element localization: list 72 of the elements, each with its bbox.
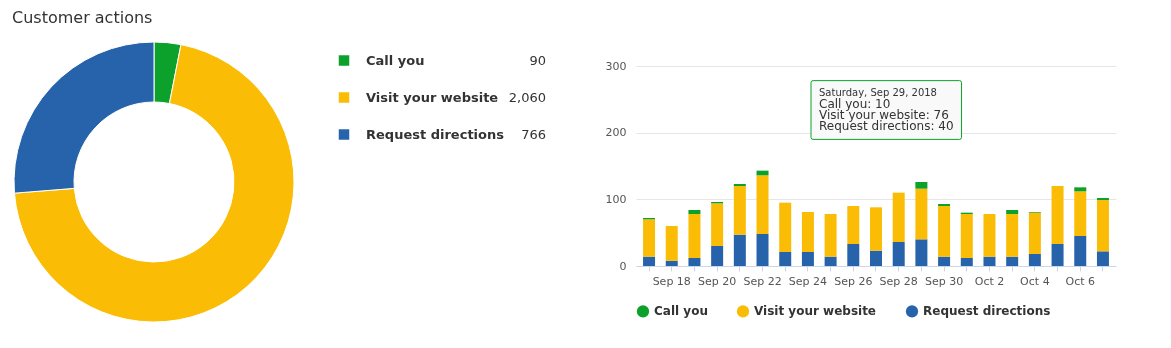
x-tick-label: Sep 26 [834, 274, 873, 288]
bar [688, 258, 701, 266]
bar [711, 246, 724, 266]
x-tick-label: Sep 20 [698, 274, 737, 288]
bar [1051, 186, 1064, 244]
legend-label: Call you [366, 52, 425, 68]
bar [960, 258, 973, 266]
chart-title: Customer actions [12, 8, 153, 27]
bar [1096, 251, 1109, 266]
bar [915, 239, 928, 266]
bar [938, 206, 951, 257]
y-tick-label: 200 [605, 126, 627, 140]
bar [801, 252, 814, 266]
bar [824, 256, 837, 266]
legend-label: Request directions [923, 304, 1051, 319]
bar [1096, 200, 1109, 252]
bar [847, 206, 860, 244]
legend-label: Request directions [366, 126, 505, 142]
bar [870, 207, 882, 251]
bar [779, 252, 792, 266]
bar [801, 212, 814, 252]
bar [665, 226, 678, 261]
bar [1028, 212, 1041, 254]
bar [960, 214, 973, 258]
bar [733, 186, 746, 235]
bar [1074, 187, 1087, 192]
bar [938, 256, 951, 266]
bar [983, 214, 996, 257]
legend-label: Call you [654, 304, 708, 319]
x-tick-label: Sep 24 [788, 274, 828, 288]
bar [733, 234, 746, 266]
bar [1051, 244, 1064, 266]
data-label: 90 [529, 52, 546, 68]
donut-slice [13, 44, 295, 323]
legend-label: Visit your website [366, 89, 499, 105]
x-tick-label: Sep 30 [924, 274, 964, 288]
bar [665, 260, 678, 266]
bar [1006, 214, 1019, 257]
x-tick-label: Sep 22 [743, 274, 782, 288]
x-tick-label: Oct 2 [974, 274, 1005, 288]
bar [870, 250, 882, 266]
data-label: 766 [521, 126, 546, 142]
legend-label: Visit your website [754, 304, 877, 319]
bar [756, 175, 769, 234]
bar [756, 234, 769, 266]
bar [1074, 191, 1087, 236]
bar [643, 256, 656, 266]
bar [1028, 254, 1041, 266]
bar [915, 188, 928, 240]
bar [1006, 210, 1019, 214]
bar [847, 244, 860, 266]
bar [1006, 256, 1019, 266]
y-tick-label: 100 [605, 192, 627, 206]
bar [915, 182, 928, 189]
bar [824, 214, 837, 257]
y-tick-label: 300 [605, 59, 627, 73]
bar [711, 203, 724, 246]
x-tick-label: Sep 18 [652, 274, 691, 288]
x-tick-label: Oct 6 [1065, 274, 1096, 288]
y-tick-label: 0 [619, 259, 627, 273]
x-tick-label: Sep 28 [879, 274, 918, 288]
bar [983, 256, 996, 266]
bar [688, 214, 701, 258]
bar [892, 242, 905, 266]
bar [779, 202, 792, 252]
bar [688, 210, 701, 214]
annotation: Saturday, Sep 29, 2018 [819, 86, 937, 98]
x-tick-label: Oct 4 [1020, 274, 1050, 288]
bar [1074, 236, 1087, 266]
bar [643, 219, 656, 257]
data-label: 2,060 [508, 89, 546, 105]
bar [892, 192, 905, 242]
